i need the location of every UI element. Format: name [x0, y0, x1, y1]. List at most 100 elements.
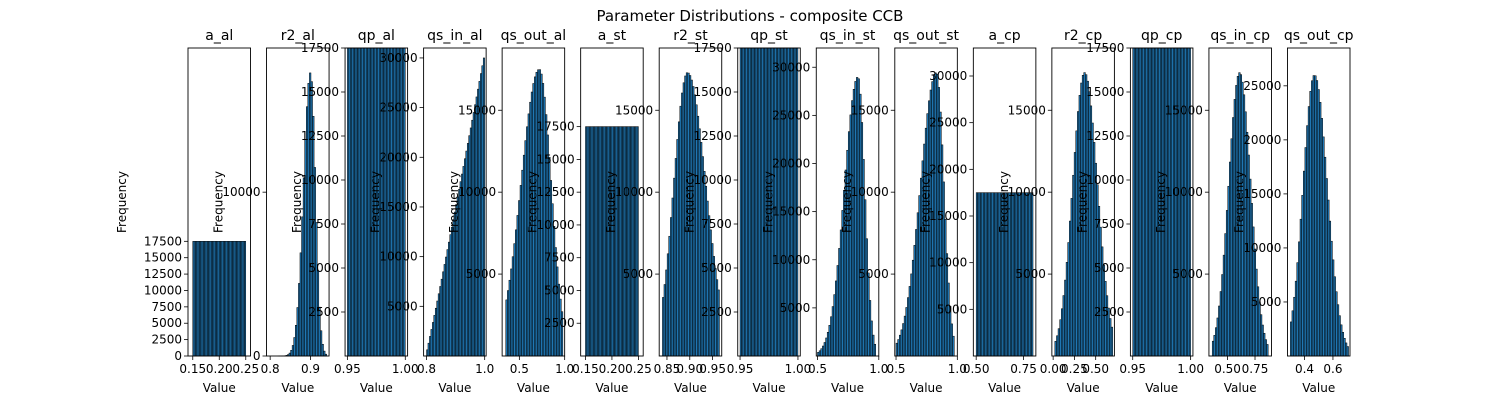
x-tick-label: 0.15: [179, 362, 206, 376]
x-tick-label: 0.95: [334, 362, 361, 376]
y-tick-label: 5000: [937, 302, 968, 316]
y-tick-label: 5000: [780, 301, 811, 315]
y-tick-label: 25000: [772, 108, 810, 122]
x-tick-label: 0.25: [1061, 362, 1088, 376]
y-tick-label: 15000: [458, 103, 496, 117]
panel-title: qs_out_st: [893, 28, 959, 44]
y-tick-label: 15000: [379, 200, 417, 214]
axes-frame: [737, 47, 801, 357]
histogram-bar: [717, 289, 720, 357]
y-tick-label: 5000: [544, 283, 575, 297]
y-tick-label: 25000: [1243, 79, 1281, 93]
x-tick-label: 0.75: [1242, 362, 1269, 376]
y-tick-label: 15000: [1086, 85, 1124, 99]
x-tick-label: 0.6: [1323, 362, 1342, 376]
y-tick-label: 2500: [1094, 305, 1125, 319]
axes-frame: [266, 47, 330, 357]
y-tick-label: 17500: [1086, 41, 1124, 55]
x-tick-label: 1.00: [392, 362, 419, 376]
y-tick-label: 12500: [301, 129, 339, 143]
y-tick-label: 10000: [851, 185, 889, 199]
panel-title: qs_in_st: [820, 28, 876, 44]
y-tick-label: 10000: [379, 250, 417, 264]
x-tick-label: 0.85: [654, 362, 681, 376]
y-tick-label: 12500: [144, 267, 182, 281]
x-axis-label: Value: [1067, 381, 1100, 395]
y-axis-label: Frequency: [526, 171, 540, 233]
histogram-panel-qs_in_cp: 0.50 0.75 5000 10000 15000 qs_in_cp Value Frequ…: [1154, 28, 1272, 395]
y-tick-label: 15000: [929, 209, 967, 223]
histogram-panel-qs_out_cp: 0.4 0.6 5000 10000 15000 20000 25000 qs_out_cp V…: [1232, 28, 1353, 395]
panel-title: qp_al: [358, 28, 395, 44]
y-tick-label: 10000: [1243, 241, 1281, 255]
histogram-bar: [1346, 346, 1349, 357]
x-tick-label: 0.5: [808, 362, 827, 376]
y-tick-label: 15000: [301, 85, 339, 99]
axes-frame: [894, 47, 958, 357]
y-tick-label: 2500: [151, 333, 182, 347]
y-tick-label: 12500: [1086, 129, 1124, 143]
x-tick-label: 0.15: [572, 362, 599, 376]
y-tick-label: 5000: [701, 261, 732, 275]
histogram-bar: [1110, 326, 1113, 357]
y-tick-label: 20000: [772, 157, 810, 171]
histogram-panel-a_al: 0.15 0.20 0.250250050007500100001250015000…: [115, 28, 259, 395]
x-tick-label: 0.9: [301, 362, 320, 376]
axes-frame: [344, 47, 409, 357]
histogram-panel-r2_cp: 0.000.250.50 5000 10000 15000 r2_cp Value Freq…: [997, 28, 1115, 395]
x-tick-label: 0.95: [727, 362, 754, 376]
x-tick-label: 1.0: [869, 362, 888, 376]
y-tick-label: 5000: [1251, 295, 1282, 309]
y-tick-label: 15000: [615, 103, 653, 117]
histogram-panel-qp_st: 0.95 1.00 2500 5000 7500 10000 12500 15000 17500…: [683, 28, 812, 395]
y-axis-label: Frequency: [918, 171, 932, 233]
x-tick-label: 0.50: [963, 362, 990, 376]
y-tick-label: 10000: [929, 256, 967, 270]
y-axis-label: Frequency: [683, 171, 697, 233]
y-axis-label: Frequency: [447, 171, 461, 233]
x-tick-label: 1.00: [1177, 362, 1204, 376]
y-tick-label: 15000: [1243, 187, 1281, 201]
histogram-panel-qp_al: 0.95 1.00 2500 5000 7500 10000 12500 15000 17500…: [290, 28, 419, 395]
panel-title: r2_al: [281, 28, 315, 44]
x-axis-label: Value: [438, 381, 471, 395]
y-tick-label: 17500: [694, 41, 732, 55]
histogram-panel-qs_in_st: 0.5 1.0 5000 10000 15000 20000 25000 30000 qs_in…: [761, 28, 888, 395]
y-tick-label: 5000: [466, 267, 497, 281]
x-axis-label: Value: [988, 381, 1021, 395]
histogram-bar: [1266, 344, 1269, 357]
histogram-panel-r2_al: 0.8 0.9 0 10000 r2_al Value Frequency: [212, 28, 330, 395]
x-axis-label: Value: [753, 381, 786, 395]
y-tick-label: 2500: [701, 305, 732, 319]
y-axis-label: Frequency: [115, 171, 129, 233]
y-tick-label: 10000: [222, 185, 260, 199]
y-tick-label: 25000: [379, 101, 417, 115]
y-tick-label: 5000: [151, 316, 182, 330]
figure-title: Parameter Distributions - composite CCB: [597, 7, 904, 25]
y-tick-label: 15000: [1008, 103, 1046, 117]
y-tick-label: 10000: [144, 283, 182, 297]
y-tick-label: 25000: [929, 116, 967, 130]
y-tick-label: 30000: [379, 51, 417, 65]
y-tick-label: 12500: [536, 185, 574, 199]
panel-title: r2_cp: [1064, 28, 1102, 44]
y-tick-label: 12500: [694, 129, 732, 143]
y-tick-label: 5000: [858, 267, 889, 281]
y-tick-label: 15000: [1165, 103, 1203, 117]
panel-title: a_al: [205, 28, 233, 44]
y-tick-label: 10000: [615, 185, 653, 199]
y-tick-label: 7500: [701, 217, 732, 231]
histogram-panel-a_st: 0.15 0.20 0.25 2500 5000 7500 10000 12500 15000 1…: [526, 28, 652, 395]
x-axis-label: Value: [910, 381, 943, 395]
axes-frame: [972, 47, 1037, 357]
y-tick-label: 20000: [379, 150, 417, 164]
x-tick-label: 1.0: [475, 362, 494, 376]
x-tick-label: 0.25: [232, 362, 259, 376]
y-tick-label: 30000: [929, 69, 967, 83]
x-tick-label: 1.00: [785, 362, 812, 376]
y-tick-label: 7500: [151, 300, 182, 314]
x-tick-label: 0.50: [1082, 362, 1109, 376]
x-axis-label: Value: [1302, 381, 1335, 395]
y-axis-label: Frequency: [1232, 171, 1246, 233]
